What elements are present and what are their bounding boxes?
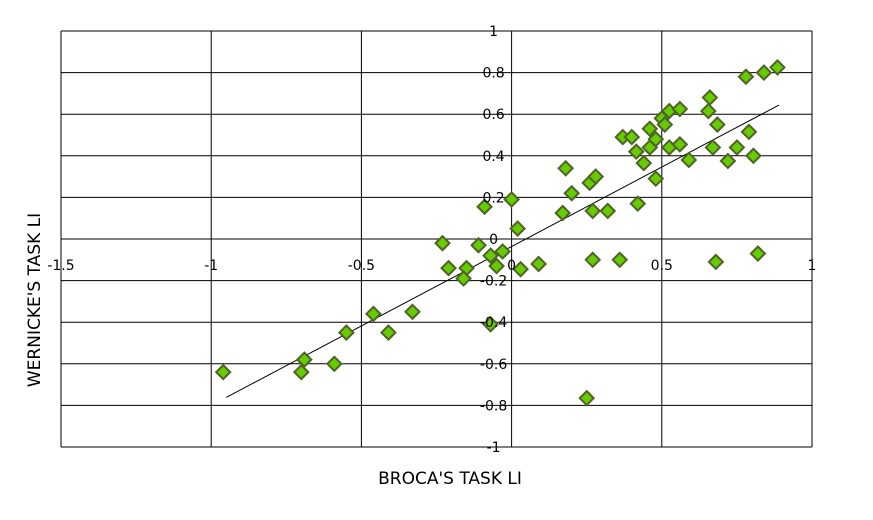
y-tick-label: 0: [489, 232, 498, 248]
y-tick-label: 0.2: [482, 190, 504, 206]
data-point: [701, 89, 719, 106]
data-point: [656, 116, 674, 134]
data-point: [755, 64, 773, 82]
data-point: [380, 324, 397, 342]
x-tick-label: -0.5: [348, 258, 375, 274]
data-point: [440, 259, 457, 277]
x-tick-label: -1: [204, 258, 218, 274]
data-point: [488, 257, 505, 275]
x-tick-label: 1: [808, 258, 817, 274]
x-axis-title: BROCA'S TASK LI: [378, 469, 522, 489]
y-tick-label: 1: [489, 24, 498, 40]
data-point: [699, 102, 717, 120]
y-tick-label: 0.8: [482, 66, 504, 82]
data-point: [623, 128, 641, 146]
data-point: [629, 195, 647, 213]
data-point: [530, 255, 548, 273]
data-point: [584, 251, 602, 269]
data-point: [578, 389, 596, 407]
data-point: [563, 184, 581, 202]
y-tick-label: 0.4: [482, 149, 504, 165]
data-point: [214, 363, 232, 381]
data-point: [745, 147, 762, 165]
data-point: [647, 170, 665, 188]
data-point: [434, 234, 451, 252]
data-point: [641, 120, 659, 138]
data-points: [214, 58, 786, 407]
data-point: [455, 270, 472, 287]
data-point: [509, 220, 527, 238]
y-tick-label: -0.4: [480, 315, 507, 331]
tick-labels: -1.5 -1 -0.5 0 0.5 1-1-0.8-0.6-0.4-0.200.20.4…: [47, 24, 816, 456]
data-point: [584, 202, 602, 220]
data-point: [749, 245, 767, 262]
data-point: [365, 305, 382, 323]
data-point: [557, 159, 575, 177]
data-point: [482, 247, 499, 265]
data-point: [671, 100, 689, 118]
data-point: [325, 355, 343, 373]
y-tick-label: -0.6: [480, 357, 507, 373]
x-tick-label: -1.5: [47, 258, 74, 274]
y-tick-label: -0.8: [480, 398, 507, 414]
data-point: [337, 324, 355, 342]
y-tick-label: 0.6: [482, 107, 504, 123]
data-point: [503, 191, 521, 208]
data-point: [708, 116, 726, 134]
data-point: [295, 351, 313, 369]
data-point: [404, 303, 421, 321]
data-point: [470, 236, 487, 254]
data-point: [671, 135, 689, 153]
x-tick-label: 0: [507, 258, 516, 274]
data-point: [476, 198, 493, 216]
data-point: [769, 58, 786, 76]
x-tick-label: 0.5: [651, 258, 673, 274]
data-point: [635, 154, 653, 172]
data-point: [719, 152, 737, 170]
gridlines: [60, 30, 813, 448]
data-point: [554, 204, 572, 222]
data-point: [704, 139, 722, 156]
data-point: [587, 168, 605, 186]
data-point: [482, 315, 499, 333]
y-tick-label: -0.2: [480, 274, 507, 290]
data-point: [680, 151, 698, 169]
data-point: [728, 139, 746, 156]
y-tick-label: -1: [487, 440, 501, 456]
data-point: [647, 130, 665, 148]
data-point: [627, 143, 645, 161]
y-axis-title: WERNICKE'S TASK LI: [25, 213, 45, 387]
data-point: [707, 253, 725, 271]
data-point: [737, 68, 755, 86]
data-point: [611, 251, 629, 269]
data-point: [292, 363, 310, 381]
data-point: [740, 123, 758, 141]
data-point: [512, 260, 530, 278]
data-point: [599, 202, 617, 220]
data-point: [494, 243, 512, 260]
